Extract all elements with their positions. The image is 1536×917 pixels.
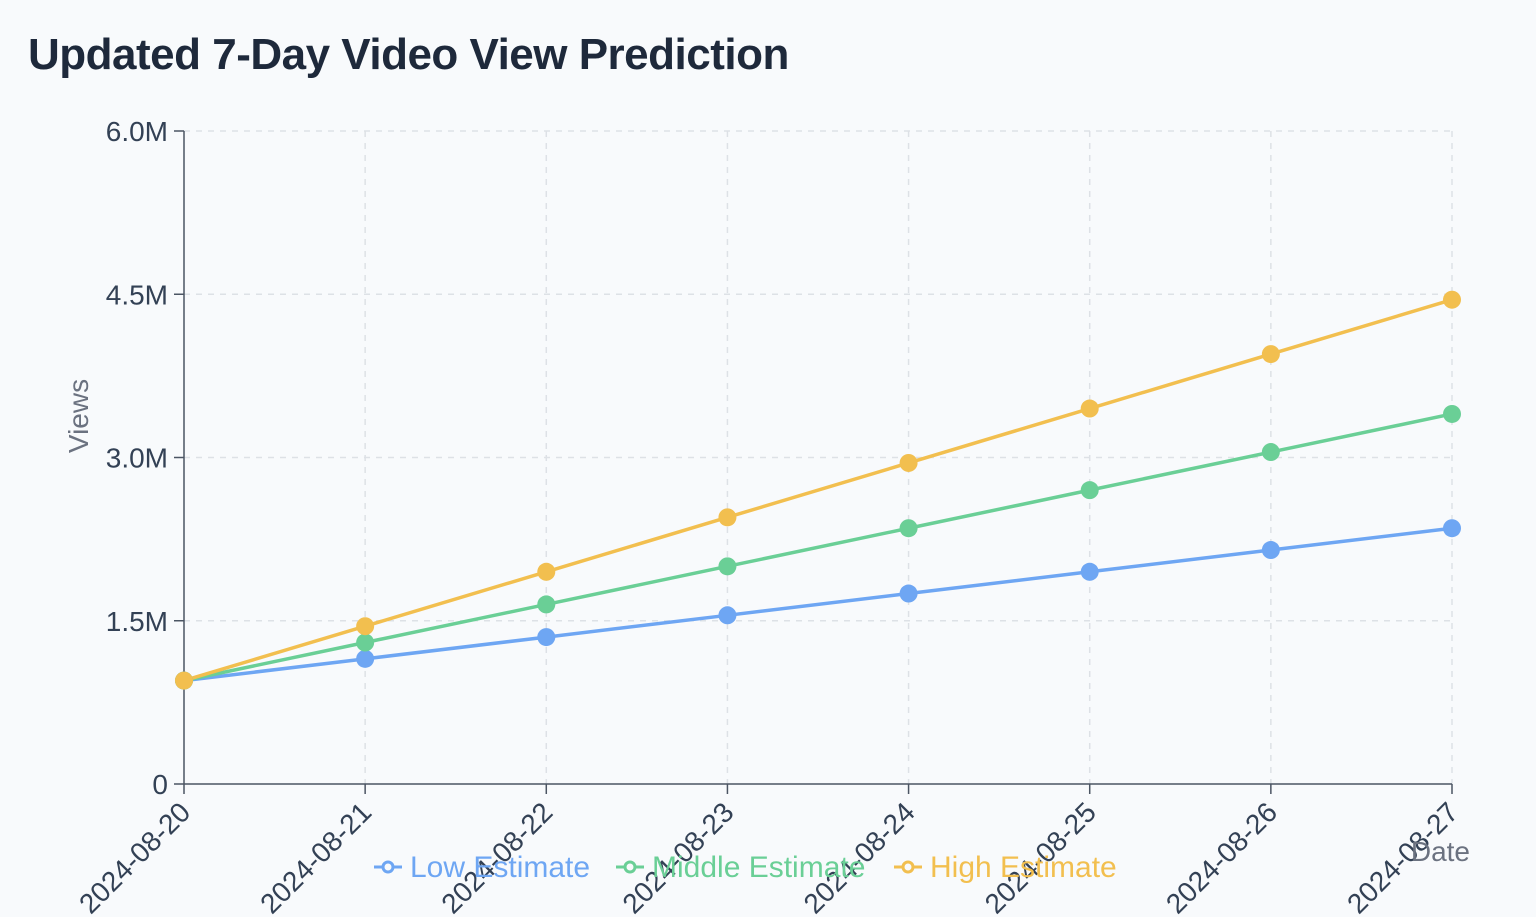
data-point-low-estimate[interactable] <box>718 606 737 625</box>
legend-marker-icon <box>901 860 915 874</box>
grid-lines <box>184 130 1453 784</box>
data-point-high-estimate[interactable] <box>537 562 556 581</box>
legend-label: High Estimate <box>930 851 1117 884</box>
x-tick-label: 2024-08-26 <box>1160 796 1283 917</box>
legend-item-high-estimate[interactable]: High Estimate <box>894 851 1117 884</box>
data-point-high-estimate[interactable] <box>718 508 737 527</box>
data-point-high-estimate[interactable] <box>175 671 193 690</box>
x-tick-label: 2024-08-20 <box>73 796 196 917</box>
legend-item-low-estimate[interactable]: Low Estimate <box>374 851 590 884</box>
legend[interactable]: Low Estimate Middle Estimate High Estimate <box>374 851 1117 884</box>
data-point-low-estimate[interactable] <box>537 628 556 647</box>
data-points <box>175 290 1461 690</box>
y-tick-label: 6.0M <box>106 116 168 147</box>
chart-title: Updated 7-Day Video View Prediction <box>28 30 789 79</box>
y-tick-label: 3.0M <box>106 443 168 474</box>
legend-label: Low Estimate <box>410 851 590 884</box>
legend-item-middle-estimate[interactable]: Middle Estimate <box>616 851 865 884</box>
data-point-high-estimate[interactable] <box>1080 399 1099 418</box>
y-tick-labels: 0 1.5M 3.0M 4.5M 6.0M <box>106 116 168 800</box>
series-lines <box>182 297 1454 683</box>
series-line-middle-estimate <box>182 412 1454 683</box>
data-point-high-estimate[interactable] <box>899 453 918 472</box>
y-axis-label: Views <box>63 379 94 453</box>
data-point-middle-estimate[interactable] <box>1261 443 1280 462</box>
data-point-high-estimate[interactable] <box>356 617 375 636</box>
legend-marker-icon <box>623 860 637 874</box>
data-point-middle-estimate[interactable] <box>1080 481 1099 500</box>
x-axis-label: Date <box>1411 836 1470 867</box>
data-point-high-estimate[interactable] <box>1261 345 1280 364</box>
data-point-low-estimate[interactable] <box>1080 562 1099 581</box>
data-point-middle-estimate[interactable] <box>356 633 375 652</box>
legend-marker-icon <box>381 860 395 874</box>
legend-label: Middle Estimate <box>652 851 865 884</box>
y-tick-label: 0 <box>152 769 168 800</box>
data-point-middle-estimate[interactable] <box>537 595 556 614</box>
data-point-low-estimate[interactable] <box>899 584 918 603</box>
data-point-middle-estimate[interactable] <box>899 519 918 538</box>
data-point-low-estimate[interactable] <box>1443 519 1461 538</box>
x-tick-label: 2024-08-21 <box>254 796 377 917</box>
series-line-low-estimate <box>182 526 1454 683</box>
data-point-high-estimate[interactable] <box>1443 290 1461 309</box>
y-tick-label: 4.5M <box>106 279 168 310</box>
data-point-middle-estimate[interactable] <box>1443 404 1461 423</box>
data-point-middle-estimate[interactable] <box>718 557 737 576</box>
y-tick-label: 1.5M <box>106 606 168 637</box>
series-line-high-estimate <box>182 297 1454 683</box>
data-point-low-estimate[interactable] <box>1261 541 1280 560</box>
data-point-low-estimate[interactable] <box>356 649 375 668</box>
